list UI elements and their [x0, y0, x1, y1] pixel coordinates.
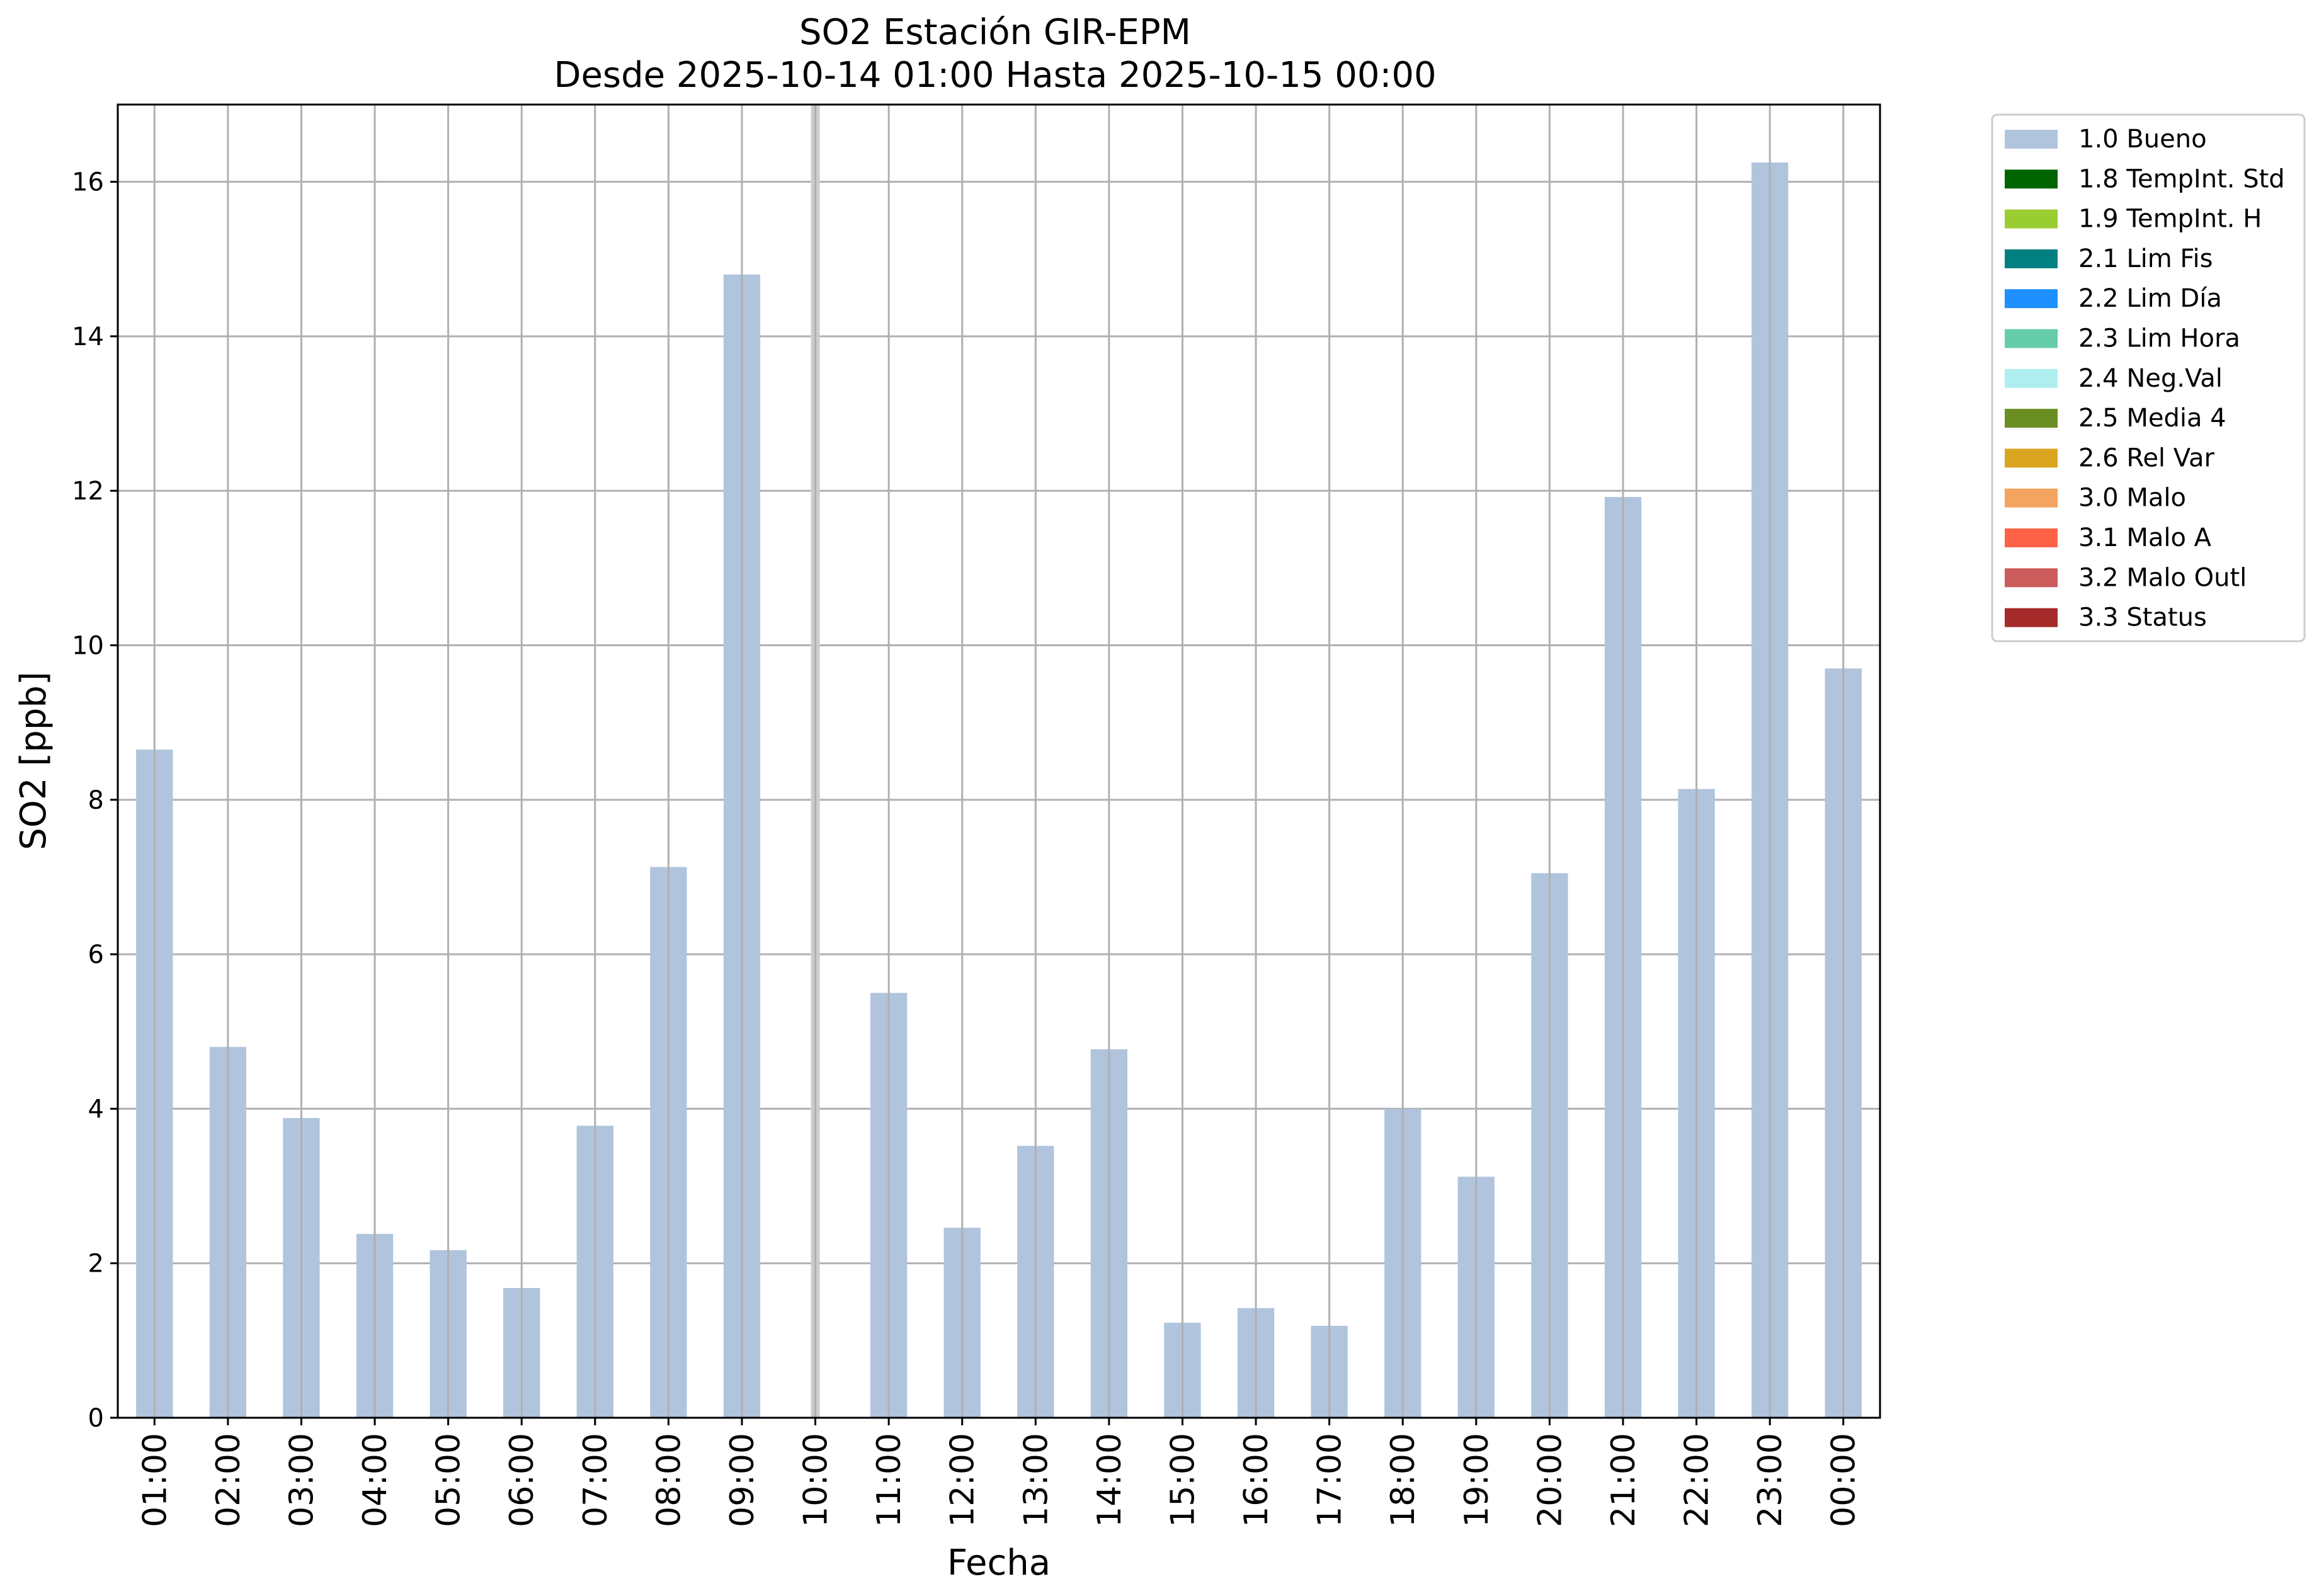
x-axis-label: Fecha	[947, 1542, 1051, 1583]
y-tick-label: 6	[88, 940, 104, 969]
y-tick-label: 2	[88, 1250, 104, 1279]
legend-label: 2.3 Lim Hora	[2078, 324, 2240, 353]
chart-subtitle: Desde 2025-10-14 01:00 Hasta 2025-10-15 …	[554, 55, 1436, 96]
x-tick-label: 15:00	[1164, 1433, 1202, 1527]
legend-frame	[1991, 113, 2306, 642]
legend-items: 1.0 Bueno 1.8 TempInt. Std 1.9 TempInt. H 2…	[2005, 125, 2285, 632]
legend-swatch	[2005, 169, 2058, 189]
x-tick-label: 09:00	[724, 1433, 761, 1527]
legend-swatch	[2005, 289, 2058, 309]
x-tick-label: 13:00	[1017, 1433, 1055, 1527]
x-tick-label: 00:00	[1825, 1433, 1863, 1527]
legend-label: 3.1 Malo A	[2078, 523, 2212, 552]
y-tick-label: 10	[72, 632, 104, 661]
x-tick-label: 23:00	[1752, 1433, 1789, 1527]
legend-label: 2.4 Neg.Val	[2078, 364, 2223, 393]
legend-label: 3.2 Malo Outl	[2078, 563, 2247, 592]
x-tick-label: 07:00	[577, 1433, 615, 1527]
x-axis-ticks: 01:00 02:00 03:00 04:00 05:00 06:00 07:00 08:00…	[136, 1418, 1863, 1527]
legend-swatch	[2005, 368, 2058, 388]
legend-swatch	[2005, 329, 2058, 348]
legend-swatch	[2005, 249, 2058, 268]
legend-swatch	[2005, 568, 2058, 588]
x-tick-label: 05:00	[430, 1433, 468, 1527]
x-tick-label: 16:00	[1238, 1433, 1275, 1527]
chart-title: SO2 Estación GIR-EPM	[799, 12, 1191, 53]
legend-swatch	[2005, 488, 2058, 508]
x-tick-label: 04:00	[356, 1433, 394, 1527]
y-tick-label: 12	[72, 477, 104, 506]
legend-swatch	[2005, 130, 2058, 149]
legend-label: 3.0 Malo	[2078, 484, 2186, 513]
y-tick-label: 4	[88, 1095, 104, 1124]
x-tick-label: 18:00	[1384, 1433, 1422, 1527]
x-tick-label: 19:00	[1458, 1433, 1496, 1527]
x-tick-label: 17:00	[1311, 1433, 1349, 1527]
y-tick-label: 8	[88, 786, 104, 815]
x-tick-label: 03:00	[283, 1433, 321, 1527]
x-tick-label: 01:00	[136, 1433, 174, 1527]
y-tick-label: 16	[72, 168, 104, 197]
x-tick-label: 11:00	[870, 1433, 908, 1527]
legend-label: 2.6 Rel Var	[2078, 443, 2215, 472]
legend-swatch	[2005, 448, 2058, 468]
y-axis-label: SO2 [ppb]	[13, 671, 54, 850]
x-tick-label: 06:00	[503, 1433, 541, 1527]
x-tick-label: 20:00	[1531, 1433, 1569, 1527]
legend-label: 2.2 Lim Día	[2078, 284, 2222, 313]
legend-swatch	[2005, 409, 2058, 428]
legend-swatch	[2005, 209, 2058, 229]
y-tick-label: 14	[72, 322, 104, 351]
legend-label: 1.8 TempInt. Std	[2078, 164, 2285, 193]
x-tick-label: 10:00	[797, 1433, 835, 1527]
bars	[136, 162, 1862, 1418]
x-tick-label: 02:00	[210, 1433, 248, 1527]
legend: 1.0 Bueno 1.8 TempInt. Std 1.9 TempInt. H 2…	[1991, 113, 2306, 642]
legend-swatch	[2005, 528, 2058, 547]
x-tick-label: 08:00	[650, 1433, 688, 1527]
legend-label: 2.1 Lim Fis	[2078, 244, 2213, 273]
x-tick-label: 12:00	[944, 1433, 982, 1527]
legend-label: 3.3 Status	[2078, 603, 2207, 632]
legend-label: 2.5 Media 4	[2078, 404, 2226, 433]
x-tick-label: 14:00	[1091, 1433, 1129, 1527]
vertical-grid-lines	[153, 105, 1845, 1418]
x-tick-label: 22:00	[1678, 1433, 1716, 1527]
legend-label: 1.0 Bueno	[2078, 125, 2207, 154]
y-tick-label: 0	[88, 1404, 104, 1433]
legend-swatch	[2005, 608, 2058, 627]
grid-lines	[118, 181, 1880, 1419]
plot-area-frame	[117, 103, 1881, 1419]
legend-label: 1.9 TempInt. H	[2078, 205, 2262, 234]
x-tick-label: 21:00	[1605, 1433, 1643, 1527]
y-axis-ticks: 0 2 4 6 8 10 12 14 16	[72, 168, 118, 1433]
